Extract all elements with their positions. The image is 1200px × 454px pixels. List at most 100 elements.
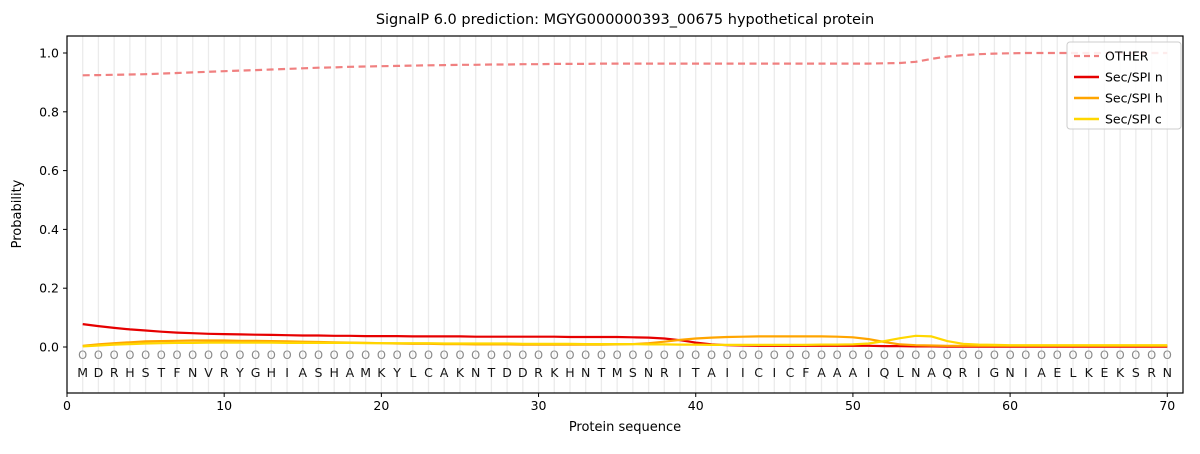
- region-marker: O: [848, 348, 857, 362]
- region-marker: O: [298, 348, 307, 362]
- sequence-letter: N: [1163, 365, 1172, 380]
- sequence-letter: Q: [879, 365, 889, 380]
- chart-title: SignalP 6.0 prediction: MGYG000000393_00…: [376, 12, 874, 28]
- sequence-letter: A: [346, 365, 355, 380]
- sequence-letter: R: [534, 365, 543, 380]
- sequence-letter: R: [1147, 365, 1156, 380]
- sequence-letter: E: [1053, 365, 1061, 380]
- series-line-sec-spi-c: [82, 334, 1168, 348]
- x-tick-label: 70: [1159, 398, 1175, 413]
- region-marker: O: [723, 348, 732, 362]
- y-tick-label: 0.6: [39, 163, 59, 178]
- sequence-letter: S: [1132, 365, 1140, 380]
- y-tick-label: 0.2: [39, 281, 59, 296]
- region-marker: O: [833, 348, 842, 362]
- sequence-letter: F: [802, 365, 809, 380]
- region-marker: O: [1116, 348, 1125, 362]
- sequence-letter: H: [329, 365, 338, 380]
- sequence-letter: L: [897, 365, 904, 380]
- region-marker: O: [141, 348, 150, 362]
- legend-item-sec-spi-n: Sec/SPI n: [1074, 70, 1163, 85]
- y-tick-label: 0.8: [39, 104, 59, 119]
- sequence-letter: I: [285, 365, 289, 380]
- x-tick-label: 10: [216, 398, 232, 413]
- sequence-letter: I: [725, 365, 729, 380]
- legend: OTHER Sec/SPI n Sec/SPI h Sec/SPI c: [1066, 41, 1182, 130]
- region-marker: O: [691, 348, 700, 362]
- region-marker: O: [581, 348, 590, 362]
- sequence-letter: A: [707, 365, 716, 380]
- sequence-letter: R: [959, 365, 968, 380]
- region-marker: O: [534, 348, 543, 362]
- sequence-letter: A: [1037, 365, 1046, 380]
- region-marker: O: [361, 348, 370, 362]
- sequence-letter: I: [772, 365, 776, 380]
- region-marker: O: [770, 348, 779, 362]
- region-marker: O: [943, 348, 952, 362]
- region-marker: O: [455, 348, 464, 362]
- sequence-letter: I: [678, 365, 682, 380]
- legend-label-other: OTHER: [1105, 49, 1149, 64]
- sequence-letter: M: [77, 365, 88, 380]
- sequence-letter: T: [487, 365, 496, 380]
- region-marker: O: [911, 348, 920, 362]
- y-tick-label: 1.0: [39, 46, 59, 61]
- sequence-letter: A: [849, 365, 858, 380]
- sequence-letter: H: [267, 365, 276, 380]
- region-marker: O: [644, 348, 653, 362]
- sequence-letter: K: [456, 365, 465, 380]
- sequence-letter: R: [660, 365, 669, 380]
- plot-frame: [66, 35, 1184, 394]
- sequence-letter: S: [142, 365, 150, 380]
- region-marker: O: [628, 348, 637, 362]
- sequence-letter: L: [409, 365, 416, 380]
- region-marker: O: [754, 348, 763, 362]
- legend-item-sec-spi-c: Sec/SPI c: [1074, 112, 1162, 127]
- series-lines: [82, 51, 1168, 348]
- region-marker: O: [471, 348, 480, 362]
- sequence-letter: D: [502, 365, 512, 380]
- region-marker: O: [408, 348, 417, 362]
- sequence-letter: A: [299, 365, 308, 380]
- sequence-letter: L: [1070, 365, 1077, 380]
- x-axis-label: Protein sequence: [569, 420, 681, 435]
- region-marker: O: [330, 348, 339, 362]
- region-marker: O: [1163, 348, 1172, 362]
- region-marker: O: [204, 348, 213, 362]
- region-marker: O: [1147, 348, 1156, 362]
- y-axis-label: Probability: [10, 179, 25, 248]
- sequence-letter: N: [644, 365, 653, 380]
- sequence-letter: I: [1024, 365, 1028, 380]
- region-marker: O: [974, 348, 983, 362]
- region-marker: O: [675, 348, 684, 362]
- x-tick-label: 40: [688, 398, 704, 413]
- region-marker: O: [125, 348, 134, 362]
- sequence-letter: M: [612, 365, 623, 380]
- region-marker: O: [801, 348, 810, 362]
- sequence-letter: G: [251, 365, 261, 380]
- sequence-letter: A: [927, 365, 936, 380]
- region-marker: O: [864, 348, 873, 362]
- sequence-letter: Q: [942, 365, 952, 380]
- sequence-letter: H: [125, 365, 134, 380]
- sequence-letter: T: [156, 365, 165, 380]
- region-marker: O: [440, 348, 449, 362]
- region-marker: O: [1021, 348, 1030, 362]
- sequence-letter: N: [911, 365, 920, 380]
- x-tick-label: 50: [845, 398, 861, 413]
- region-marker: O: [251, 348, 260, 362]
- y-tick-label: 0.4: [39, 222, 59, 237]
- sequence-letter: I: [741, 365, 745, 380]
- legend-item-sec-spi-h: Sec/SPI h: [1074, 91, 1163, 106]
- region-marker: O: [597, 348, 606, 362]
- region-marker: O: [172, 348, 181, 362]
- sequence-letter: R: [110, 365, 119, 380]
- region-marker: O: [1037, 348, 1046, 362]
- region-marker: O: [1084, 348, 1093, 362]
- sequence-letter: A: [440, 365, 449, 380]
- region-marker: O: [1068, 348, 1077, 362]
